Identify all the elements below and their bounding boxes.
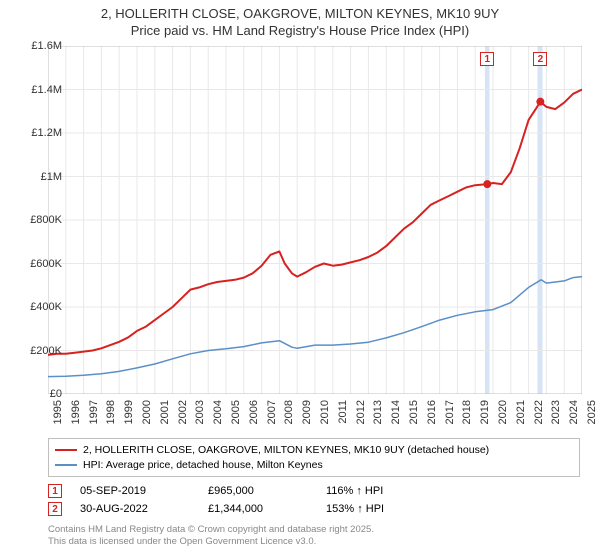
x-tick-label: 2018 <box>461 400 473 424</box>
x-tick-label: 2025 <box>586 400 598 424</box>
y-tick-label: £400K <box>18 301 62 313</box>
x-tick-label: 2005 <box>230 400 242 424</box>
chart-plot-area <box>48 46 582 394</box>
x-tick-label: 2021 <box>515 400 527 424</box>
y-tick-label: £800K <box>18 214 62 226</box>
title-line-1: 2, HOLLERITH CLOSE, OAKGROVE, MILTON KEY… <box>0 6 600 23</box>
x-tick-label: 2024 <box>568 400 580 424</box>
y-tick-label: £1.4M <box>18 84 62 96</box>
x-tick-label: 2014 <box>390 400 402 424</box>
x-tick-label: 2007 <box>266 400 278 424</box>
x-tick-label: 1998 <box>105 400 117 424</box>
legend-label-1: HPI: Average price, detached house, Milt… <box>83 458 323 473</box>
x-tick-label: 2009 <box>301 400 313 424</box>
x-tick-label: 2002 <box>177 400 189 424</box>
x-tick-label: 2006 <box>248 400 260 424</box>
x-tick-label: 1996 <box>70 400 82 424</box>
x-tick-label: 2020 <box>497 400 509 424</box>
sales-table: 1 05-SEP-2019 £965,000 116% ↑ HPI 2 30-A… <box>48 482 580 518</box>
sale-price-1: £1,344,000 <box>208 503 308 515</box>
sale-pct-0: 116% ↑ HPI <box>326 485 426 497</box>
x-tick-label: 2016 <box>426 400 438 424</box>
sales-row-1: 2 30-AUG-2022 £1,344,000 153% ↑ HPI <box>48 500 580 518</box>
y-tick-label: £1.6M <box>18 40 62 52</box>
x-tick-label: 1999 <box>123 400 135 424</box>
legend-box: 2, HOLLERITH CLOSE, OAKGROVE, MILTON KEY… <box>48 438 580 477</box>
sale-marker-1-id: 2 <box>52 504 58 515</box>
chart-container: 2, HOLLERITH CLOSE, OAKGROVE, MILTON KEY… <box>0 0 600 560</box>
x-tick-label: 2001 <box>159 400 171 424</box>
attribution-line-1: Contains HM Land Registry data © Crown c… <box>48 524 374 536</box>
x-tick-label: 2013 <box>372 400 384 424</box>
chart-marker-label: 2 <box>533 52 547 66</box>
legend-swatch-1 <box>55 464 77 466</box>
sale-marker-1: 2 <box>48 502 62 516</box>
x-tick-label: 2019 <box>479 400 491 424</box>
x-tick-label: 2000 <box>141 400 153 424</box>
sale-date-0: 05-SEP-2019 <box>80 485 190 497</box>
legend-swatch-0 <box>55 449 77 451</box>
y-tick-label: £1M <box>18 171 62 183</box>
x-tick-label: 2008 <box>283 400 295 424</box>
x-tick-label: 2023 <box>550 400 562 424</box>
sale-marker-0-id: 1 <box>52 486 58 497</box>
attribution-block: Contains HM Land Registry data © Crown c… <box>48 524 374 549</box>
legend-row-1: HPI: Average price, detached house, Milt… <box>55 458 573 473</box>
x-tick-label: 1995 <box>52 400 64 424</box>
title-block: 2, HOLLERITH CLOSE, OAKGROVE, MILTON KEY… <box>0 0 600 40</box>
x-tick-label: 2012 <box>355 400 367 424</box>
legend-label-0: 2, HOLLERITH CLOSE, OAKGROVE, MILTON KEY… <box>83 443 489 458</box>
x-tick-label: 2004 <box>212 400 224 424</box>
sale-marker-0: 1 <box>48 484 62 498</box>
chart-svg <box>48 46 582 394</box>
y-tick-label: £0 <box>18 388 62 400</box>
x-tick-label: 2003 <box>194 400 206 424</box>
x-tick-label: 2011 <box>337 400 349 424</box>
sale-pct-1: 153% ↑ HPI <box>326 503 426 515</box>
title-line-2: Price paid vs. HM Land Registry's House … <box>0 23 600 40</box>
sale-price-0: £965,000 <box>208 485 308 497</box>
sales-row-0: 1 05-SEP-2019 £965,000 116% ↑ HPI <box>48 482 580 500</box>
chart-marker-label: 1 <box>480 52 494 66</box>
y-tick-label: £200K <box>18 345 62 357</box>
x-tick-label: 2010 <box>319 400 331 424</box>
sale-date-1: 30-AUG-2022 <box>80 503 190 515</box>
y-tick-label: £600K <box>18 258 62 270</box>
x-tick-label: 2015 <box>408 400 420 424</box>
x-tick-label: 2017 <box>444 400 456 424</box>
legend-row-0: 2, HOLLERITH CLOSE, OAKGROVE, MILTON KEY… <box>55 443 573 458</box>
x-tick-label: 1997 <box>88 400 100 424</box>
y-tick-label: £1.2M <box>18 127 62 139</box>
attribution-line-2: This data is licensed under the Open Gov… <box>48 536 374 548</box>
x-tick-label: 2022 <box>533 400 545 424</box>
